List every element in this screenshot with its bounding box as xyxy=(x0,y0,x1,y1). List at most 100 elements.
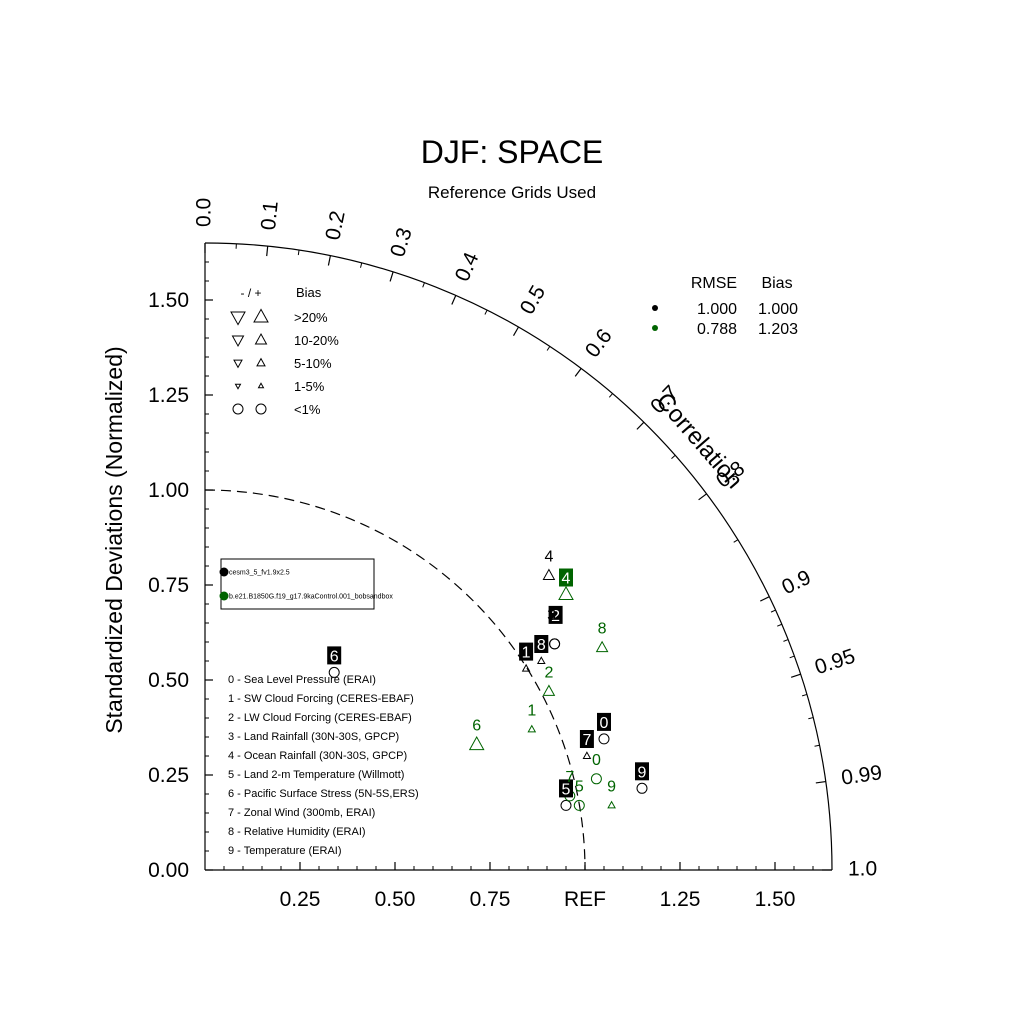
chart-subtitle: Reference Grids Used xyxy=(427,183,597,202)
y-tick-label: 0.50 xyxy=(148,669,189,692)
data-label-box-case1 xyxy=(597,712,611,731)
data-label-box-case2 xyxy=(559,568,573,587)
bias-legend-bias-header: Bias xyxy=(296,285,322,300)
correlation-minor-tick xyxy=(360,262,363,268)
correlation-tick-label: 0.2 xyxy=(321,209,349,242)
bias-legend-down-triangle xyxy=(230,311,246,326)
data-marker-triangle xyxy=(542,684,556,696)
correlation-tick xyxy=(760,596,770,602)
data-label-box-case1 xyxy=(548,605,563,624)
data-label-box-case1 xyxy=(534,635,549,653)
x-tick-label: 0.50 xyxy=(375,888,416,911)
variable-legend-item: 0 - Sea Level Pressure (ERAI) xyxy=(228,674,376,686)
correlation-minor-tick xyxy=(783,639,789,642)
data-marker-circle xyxy=(598,733,610,745)
y-tick-label: 1.00 xyxy=(148,479,189,502)
correlation-minor-tick xyxy=(814,744,820,747)
data-label-case1: 1 xyxy=(522,645,531,662)
data-label-box-case1 xyxy=(579,730,594,748)
bias-legend-down-triangle xyxy=(234,383,242,390)
bias-legend-up-triangle xyxy=(254,333,268,345)
bias-legend-row-label: <1% xyxy=(294,402,321,417)
variable-legend-item: 8 - Relative Humidity (ERAI) xyxy=(228,826,366,838)
x-tick-label: 1.50 xyxy=(755,888,796,911)
data-label-case2: 4 xyxy=(562,571,571,588)
correlation-minor-tick xyxy=(801,693,808,697)
stats-legend-bias: 1.000 xyxy=(758,301,798,318)
data-marker-circle xyxy=(560,799,572,811)
case-legend-name: cesm3_5_fv1.9x2.5 xyxy=(229,570,290,577)
variable-legend-item: 2 - LW Cloud Forcing (CERES-EBAF) xyxy=(228,712,412,724)
correlation-minor-tick xyxy=(789,655,795,659)
correlation-minor-tick xyxy=(608,393,613,398)
data-label-box-case1 xyxy=(519,642,534,661)
stats-legend-rmse-header: RMSE xyxy=(691,275,737,292)
y-axis-label: Standardized Deviations (Normalized) xyxy=(101,346,127,733)
y-tick-label: 0.25 xyxy=(148,764,189,787)
stats-legend-rmse: 0.788 xyxy=(697,321,737,338)
variable-legend-item: 9 - Temperature (ERAI) xyxy=(228,845,342,857)
bias-legend-row-label: 5-10% xyxy=(294,356,332,371)
correlation-tick-label: 0.0 xyxy=(193,198,216,227)
variable-legend-item: 6 - Pacific Surface Stress (5N-5S,ERS) xyxy=(228,788,419,800)
correlation-minor-tick xyxy=(671,454,676,459)
correlation-tick-label: 0.1 xyxy=(257,200,283,231)
case-legend-name: b.e21.B1850G.f19_g17.9kaControl.001_bobs… xyxy=(229,594,393,601)
correlation-tick xyxy=(698,493,707,501)
data-label-case1: 7 xyxy=(582,732,591,749)
correlation-tick-label: 1.0 xyxy=(848,858,877,881)
bias-legend-up-triangle xyxy=(256,357,266,367)
correlation-minor-tick xyxy=(733,539,739,543)
data-marker-circle xyxy=(328,666,340,678)
data-label-case2: 9 xyxy=(607,778,616,795)
stats-legend-dot xyxy=(652,325,658,331)
x-tick-label: 0.25 xyxy=(280,888,321,911)
bias-legend-down-triangle xyxy=(231,335,245,347)
bias-legend-down-triangle xyxy=(233,359,243,369)
variable-legend-item: 3 - Land Rainfall (30N-30S, GPCP) xyxy=(228,731,399,743)
correlation-minor-tick xyxy=(297,250,300,256)
stats-legend-rmse: 1.000 xyxy=(697,301,737,318)
data-marker-triangle xyxy=(595,640,609,653)
correlation-tick-label: 0.99 xyxy=(840,761,884,790)
data-label-case2: 6 xyxy=(472,718,481,735)
correlation-minor-tick xyxy=(422,282,425,288)
data-label-box-case1 xyxy=(559,779,573,798)
data-label-case2: 5 xyxy=(575,778,584,795)
correlation-tick-label: 0.6 xyxy=(581,325,617,362)
correlation-minor-tick xyxy=(770,609,776,613)
bias-legend-up-triangle xyxy=(257,382,265,389)
y-tick-label: 0.00 xyxy=(148,859,189,882)
correlation-tick xyxy=(451,295,457,305)
correlation-tick-label: 0.3 xyxy=(386,225,417,260)
data-label-case1: 2 xyxy=(551,608,560,625)
stats-legend-bias-header: Bias xyxy=(761,275,792,292)
correlation-minor-tick xyxy=(777,623,783,627)
variable-legend-item: 1 - SW Cloud Forcing (CERES-EBAF) xyxy=(228,693,414,705)
data-marker-circle xyxy=(573,799,585,811)
data-marker-triangle xyxy=(582,751,592,760)
data-label-case2: 7 xyxy=(565,769,574,786)
correlation-minor-tick xyxy=(546,346,551,351)
data-label-case1: 5 xyxy=(562,781,571,798)
case-legend-dot xyxy=(219,567,229,577)
bias-legend-circle xyxy=(255,403,267,415)
correlation-tick xyxy=(574,368,582,377)
stats-legend-dot xyxy=(652,305,658,311)
legend-layer: - / + Bias >20% 10-20% 5-10% 1-5% <1% RMSE Bias 1… xyxy=(219,275,798,857)
correlation-tick xyxy=(389,271,394,282)
y-tick-label: 1.25 xyxy=(148,384,189,407)
bias-legend-row-label: 1-5% xyxy=(294,379,325,394)
data-label-box-case1 xyxy=(327,646,342,665)
data-marker-circle xyxy=(549,638,561,650)
correlation-minor-tick xyxy=(484,309,488,315)
data-label-case2: 1 xyxy=(527,702,536,719)
correlation-tick-label: 0.95 xyxy=(812,645,858,680)
correlation-tick xyxy=(815,780,826,784)
correlation-tick xyxy=(266,246,269,257)
correlation-arc xyxy=(204,242,833,871)
chart-title: DJF: SPACE xyxy=(420,134,604,170)
data-label-case2: 0 xyxy=(592,752,601,769)
